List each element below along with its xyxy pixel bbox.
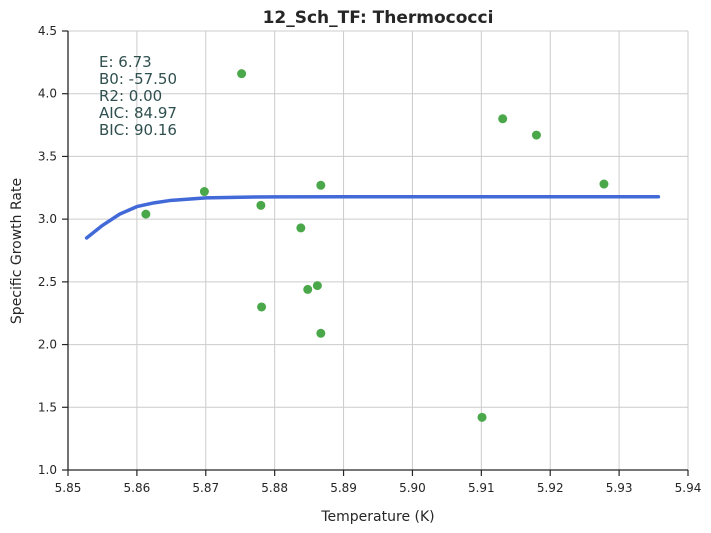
y-tick-label: 3.5 bbox=[38, 149, 57, 163]
x-tick-label: 5.90 bbox=[399, 481, 426, 495]
y-tick-label: 1.0 bbox=[38, 463, 57, 477]
y-axis-label: Specific Growth Rate bbox=[9, 178, 25, 324]
y-tick-label: 1.5 bbox=[38, 400, 57, 414]
y-tick-label: 3.0 bbox=[38, 212, 57, 226]
x-tick-label: 5.86 bbox=[124, 481, 151, 495]
data-point bbox=[237, 69, 247, 79]
x-tick-label: 5.92 bbox=[537, 481, 564, 495]
data-point bbox=[599, 179, 609, 189]
x-tick-label: 5.91 bbox=[468, 481, 495, 495]
data-point bbox=[316, 328, 326, 338]
data-point bbox=[312, 281, 322, 291]
x-axis-label: Temperature (K) bbox=[320, 509, 434, 525]
x-tick-label: 5.87 bbox=[192, 481, 219, 495]
annotation-b0: B0: -57.50 bbox=[99, 70, 177, 88]
annotation-aic: AIC: 84.97 bbox=[99, 104, 177, 122]
data-point bbox=[141, 209, 151, 219]
fit-curve-layer bbox=[84, 194, 661, 240]
x-tick-label: 5.94 bbox=[675, 481, 702, 495]
data-point bbox=[257, 302, 267, 312]
data-point bbox=[303, 284, 313, 294]
data-point bbox=[498, 114, 508, 124]
data-point bbox=[531, 130, 541, 140]
y-tick-label: 2.0 bbox=[38, 338, 57, 352]
y-tick-label: 4.0 bbox=[38, 87, 57, 101]
axes bbox=[67, 31, 688, 471]
fit-statistics: E: 6.73 B0: -57.50 R2: 0.00 AIC: 84.97 B… bbox=[99, 53, 177, 139]
data-point bbox=[199, 187, 209, 197]
fit-curve bbox=[84, 194, 661, 240]
annotation-bic: BIC: 90.16 bbox=[99, 121, 177, 139]
x-tick-label: 5.85 bbox=[55, 481, 82, 495]
x-tick-label: 5.88 bbox=[261, 481, 288, 495]
x-tick-label: 5.89 bbox=[330, 481, 357, 495]
x-tick-label: 5.93 bbox=[606, 481, 633, 495]
data-point bbox=[296, 223, 306, 233]
y-tick-label: 4.5 bbox=[38, 24, 57, 38]
y-tick-label: 2.5 bbox=[38, 275, 57, 289]
data-point bbox=[316, 180, 326, 190]
annotation-r2: R2: 0.00 bbox=[99, 87, 162, 105]
annotation-e: E: 6.73 bbox=[99, 53, 152, 71]
ticks: 5.85 5.86 5.87 5.88 5.89 5.90 5.91 5.92 5.93 5.94… bbox=[38, 24, 701, 495]
chart-title: 12_Sch_TF: Thermococci bbox=[263, 8, 494, 28]
data-point bbox=[477, 412, 487, 422]
data-point bbox=[256, 200, 266, 210]
points-layer bbox=[141, 69, 609, 422]
